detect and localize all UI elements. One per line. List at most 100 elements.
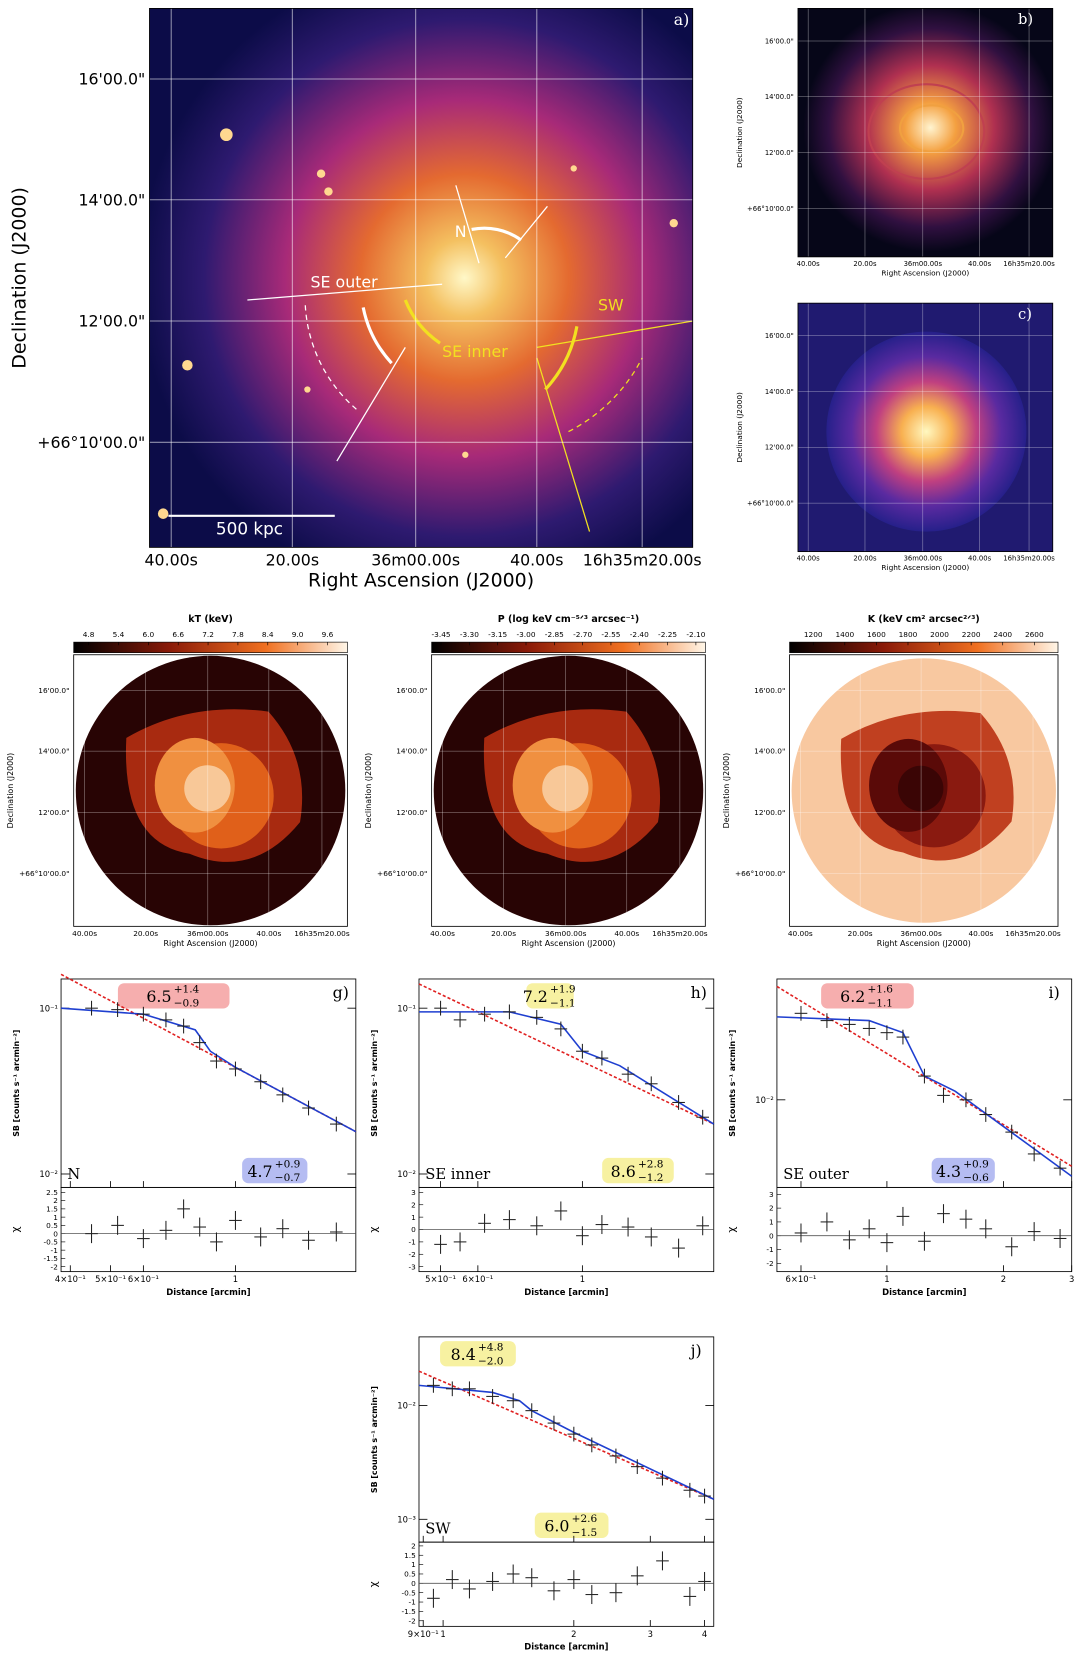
data-point bbox=[478, 1006, 491, 1022]
chi-tick-label: 2.5 bbox=[46, 1188, 58, 1197]
residual-point bbox=[85, 1224, 98, 1244]
y-tick-label: 14'00.0" bbox=[38, 747, 69, 756]
data-point bbox=[302, 1100, 315, 1116]
chi-tick-label: -1.5 bbox=[44, 1254, 59, 1263]
y-tick-label: +66°10'00.0" bbox=[735, 869, 785, 878]
x-axis-label: Distance [arcmin] bbox=[524, 1642, 608, 1652]
colorbar bbox=[431, 641, 706, 653]
residual-image bbox=[797, 8, 1053, 257]
residual-point bbox=[918, 1231, 931, 1251]
chi-tick-label: 0 bbox=[411, 1579, 416, 1588]
region-label: SE inner bbox=[425, 1166, 491, 1183]
residual-point bbox=[820, 1212, 834, 1232]
residual-point bbox=[1027, 1222, 1041, 1242]
data-point bbox=[576, 1043, 589, 1059]
y-tick-label: 16'00.0" bbox=[765, 332, 794, 340]
data-point bbox=[530, 1010, 544, 1025]
chi-tick-label: 1 bbox=[411, 1560, 416, 1569]
x-tick-label: 40.00s bbox=[797, 555, 821, 563]
colorbar-tick-label: -2.25 bbox=[658, 630, 677, 639]
annotation-value: 6.5 bbox=[146, 987, 171, 1006]
data-point bbox=[427, 1378, 440, 1393]
y-tick-label: 16'00.0" bbox=[396, 686, 427, 695]
x-tick-label: 1 bbox=[233, 1274, 238, 1284]
residual-point bbox=[111, 1215, 124, 1235]
chi-tick-label: -0.5 bbox=[44, 1238, 59, 1247]
frame bbox=[789, 654, 1059, 927]
data-point bbox=[503, 1004, 516, 1020]
y-tick-label: 10⁻¹ bbox=[397, 1003, 416, 1013]
chi-tick-label: 0.5 bbox=[404, 1570, 416, 1579]
annotation-plus: +4.8 bbox=[478, 1342, 504, 1354]
y-tick-label: 14'00.0" bbox=[765, 388, 794, 396]
chi-frame bbox=[60, 1186, 357, 1273]
panel-label: b) bbox=[1018, 11, 1033, 28]
y-tick-label: +66°10'00.0" bbox=[747, 205, 794, 213]
annotation-minus: −2.0 bbox=[478, 1355, 504, 1367]
x-tick-label: 40.00s bbox=[72, 929, 97, 938]
residual-point bbox=[229, 1210, 242, 1230]
data-point bbox=[880, 1025, 894, 1041]
sb-frame bbox=[418, 978, 715, 1188]
data-point bbox=[959, 1092, 973, 1108]
colorbar-tick-label: -2.55 bbox=[601, 630, 620, 639]
residual-point bbox=[880, 1233, 894, 1253]
colorbar-tick-label: 1800 bbox=[899, 630, 918, 639]
annotation-minus: −1.1 bbox=[550, 997, 576, 1009]
annotation-box bbox=[931, 1157, 995, 1184]
x-tick-label: 40.00s bbox=[430, 929, 455, 938]
colorbar-tick-label: -2.85 bbox=[545, 630, 564, 639]
data-point bbox=[453, 1012, 467, 1028]
x-tick-label: 40.00s bbox=[256, 929, 281, 938]
panel-label: c) bbox=[1018, 306, 1032, 323]
residual-point bbox=[698, 1571, 711, 1591]
chi-axis-label: χ bbox=[10, 1226, 22, 1232]
data-point bbox=[210, 1053, 223, 1069]
data-point bbox=[486, 1389, 499, 1404]
y-tick-label: +66°10'00.0" bbox=[37, 433, 145, 452]
data-point bbox=[696, 1109, 710, 1125]
residual-point bbox=[794, 1223, 808, 1243]
powerlaw-fit bbox=[60, 973, 357, 1133]
y-tick-label: 14'00.0" bbox=[78, 190, 145, 209]
annotation-minus: −0.6 bbox=[963, 1172, 989, 1184]
map-core bbox=[542, 765, 589, 812]
region-label: N bbox=[67, 1166, 80, 1183]
x-tick-label: 36m00.00s bbox=[187, 929, 229, 938]
y-axis-label: Declination (J2000) bbox=[8, 187, 30, 369]
residual-point bbox=[445, 1570, 459, 1590]
chi-tick-label: -0.5 bbox=[401, 1588, 416, 1597]
x-tick-label: 16h35m20.00s bbox=[1003, 260, 1055, 268]
colorbar-tick-label: 1200 bbox=[804, 630, 823, 639]
residual-point bbox=[193, 1217, 207, 1237]
x-tick-label: 3 bbox=[648, 1629, 653, 1639]
x-tick-label: 1 bbox=[884, 1274, 889, 1284]
chi-tick-label: 2 bbox=[411, 1200, 416, 1209]
residual-point bbox=[696, 1216, 710, 1236]
map-core bbox=[897, 765, 944, 812]
residual-point bbox=[177, 1199, 190, 1219]
x-tick-label: 36m00.00s bbox=[545, 929, 587, 938]
chi-frame bbox=[776, 1186, 1073, 1273]
chi-tick-label: -2 bbox=[408, 1616, 415, 1625]
x-tick-label: 40.00s bbox=[969, 929, 994, 938]
x-tick-label: 16h35m20.00s bbox=[583, 550, 702, 569]
colorbar-tick-label: -2.40 bbox=[630, 630, 649, 639]
annotation-plus: +1.9 bbox=[550, 984, 576, 996]
annotation-minus: −1.1 bbox=[867, 997, 893, 1009]
data-point bbox=[229, 1061, 242, 1077]
x-tick-label: 6×10⁻¹ bbox=[462, 1274, 493, 1284]
data-point bbox=[683, 1482, 697, 1498]
frame bbox=[149, 8, 694, 548]
y-axis-label: SB [counts s⁻¹ arcmin⁻²] bbox=[728, 1030, 737, 1137]
panel-label: d) bbox=[326, 659, 341, 676]
x-axis-label: Right Ascension (J2000) bbox=[521, 939, 615, 948]
colorbar-title: kT (keV) bbox=[188, 614, 233, 625]
chi-axis-label: χ bbox=[368, 1226, 380, 1232]
annotation-plus: +1.6 bbox=[867, 984, 893, 996]
panel-label: a) bbox=[674, 10, 690, 29]
y-tick-label: 14'00.0" bbox=[754, 747, 785, 756]
data-point bbox=[896, 1029, 910, 1045]
map-core bbox=[184, 765, 231, 812]
residual-point bbox=[453, 1232, 467, 1252]
